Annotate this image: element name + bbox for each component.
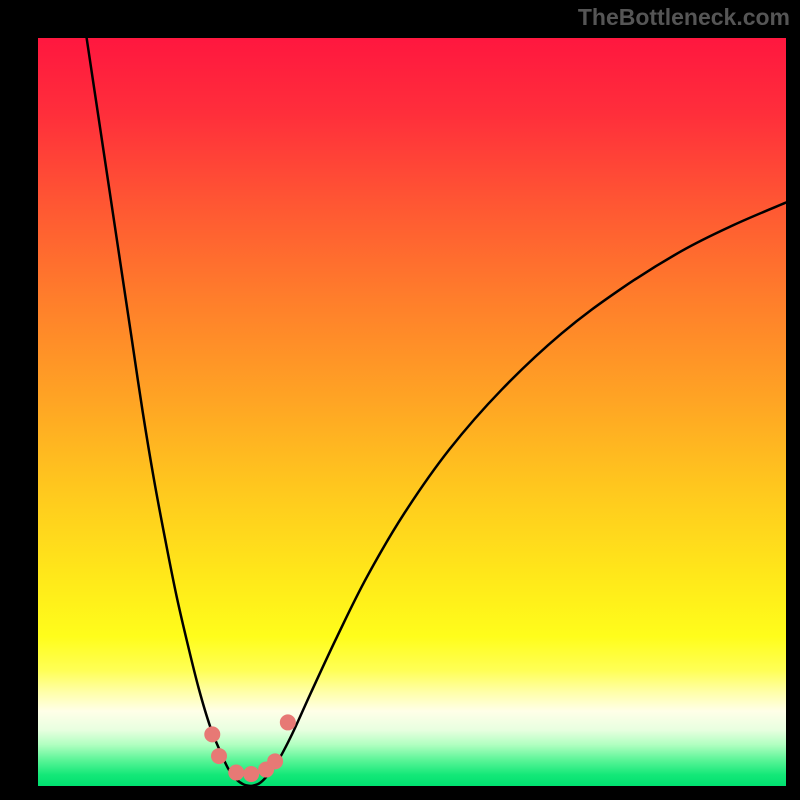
data-point-5 — [268, 754, 283, 769]
data-point-2 — [229, 765, 244, 780]
data-point-6 — [280, 715, 295, 730]
data-point-1 — [212, 749, 227, 764]
watermark-text: TheBottleneck.com — [578, 4, 790, 31]
chart-svg — [38, 38, 786, 786]
chart-plot-area — [38, 38, 786, 786]
gradient-background — [38, 38, 786, 786]
data-point-0 — [205, 727, 220, 742]
data-point-3 — [244, 767, 259, 782]
